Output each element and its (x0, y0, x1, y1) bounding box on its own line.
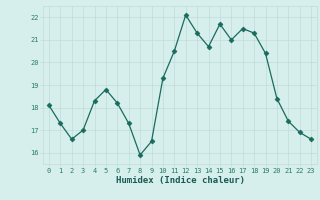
X-axis label: Humidex (Indice chaleur): Humidex (Indice chaleur) (116, 176, 244, 185)
